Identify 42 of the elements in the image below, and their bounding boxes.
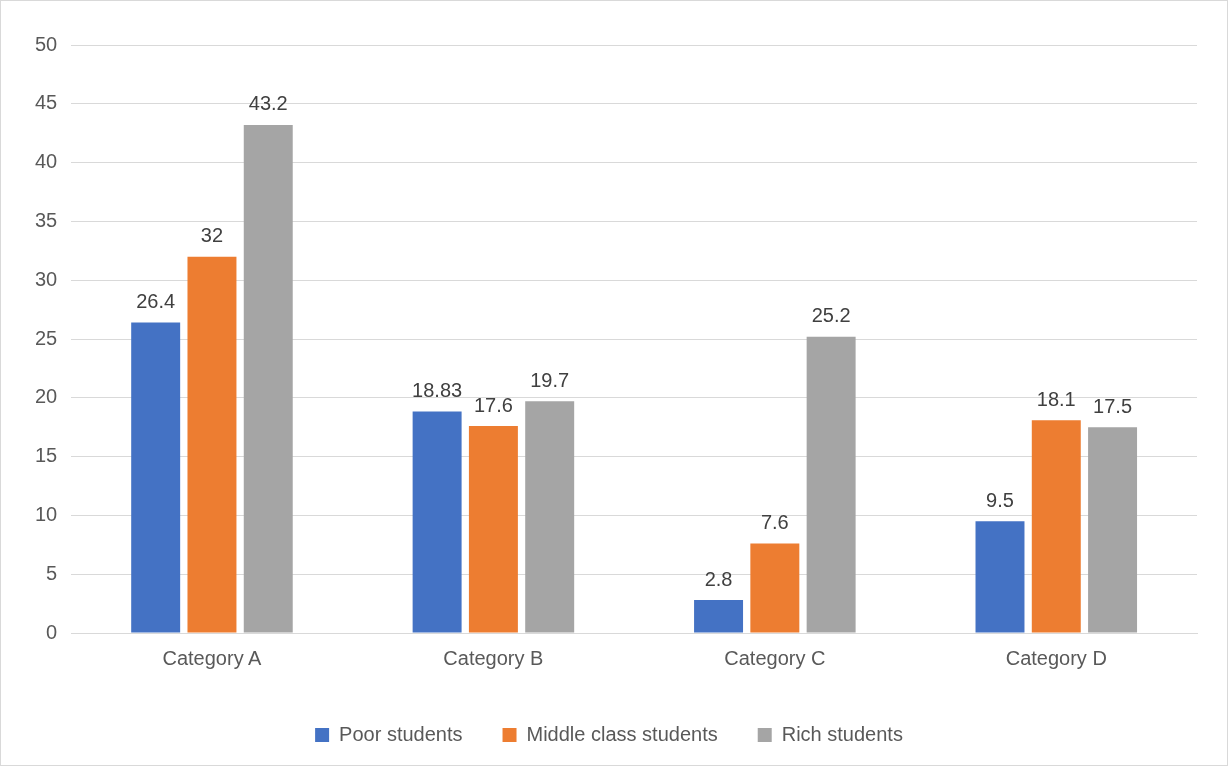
x-tick-label: Category D <box>1005 646 1107 669</box>
bar <box>525 401 575 633</box>
data-label: 25.2 <box>811 304 851 327</box>
bar <box>750 543 800 633</box>
data-label: 18.83 <box>412 379 463 402</box>
data-label: 9.5 <box>986 488 1014 511</box>
y-tick-label: 50 <box>35 32 58 55</box>
y-tick-label: 15 <box>35 444 58 467</box>
y-tick-label: 5 <box>46 561 58 584</box>
y-tick-label: 0 <box>46 620 58 643</box>
data-label: 2.8 <box>704 567 733 590</box>
data-label: 7.6 <box>760 511 789 534</box>
bar <box>468 426 518 633</box>
y-tick-label: 35 <box>35 208 58 231</box>
bar <box>243 124 293 633</box>
x-tick-label: Category C <box>724 646 826 669</box>
bar <box>806 336 856 633</box>
y-tick-label: 30 <box>35 267 58 290</box>
x-tick-label: Category A <box>162 646 263 669</box>
legend-label: Rich students <box>781 722 903 745</box>
data-label: 18.1 <box>1036 387 1076 410</box>
bar <box>187 256 237 633</box>
y-tick-label: 25 <box>35 326 58 349</box>
data-label: 32 <box>200 224 224 247</box>
bar <box>412 411 462 633</box>
legend-label: Poor students <box>339 722 463 745</box>
bar <box>1031 420 1081 633</box>
data-label: 17.6 <box>473 393 513 416</box>
legend-label: Middle class students <box>526 722 718 745</box>
bar <box>975 521 1025 633</box>
data-label: 26.4 <box>136 290 176 313</box>
y-tick-label: 20 <box>35 385 58 408</box>
data-label: 17.5 <box>1093 394 1133 417</box>
y-tick-label: 10 <box>35 502 58 525</box>
x-tick-label: Category B <box>443 646 544 669</box>
y-tick-label: 40 <box>35 150 58 173</box>
bar <box>1088 427 1138 633</box>
y-tick-label: 45 <box>35 91 58 114</box>
data-label: 19.7 <box>530 368 570 391</box>
data-label: 43.2 <box>248 92 288 115</box>
bar <box>694 600 744 633</box>
bar <box>131 322 181 633</box>
